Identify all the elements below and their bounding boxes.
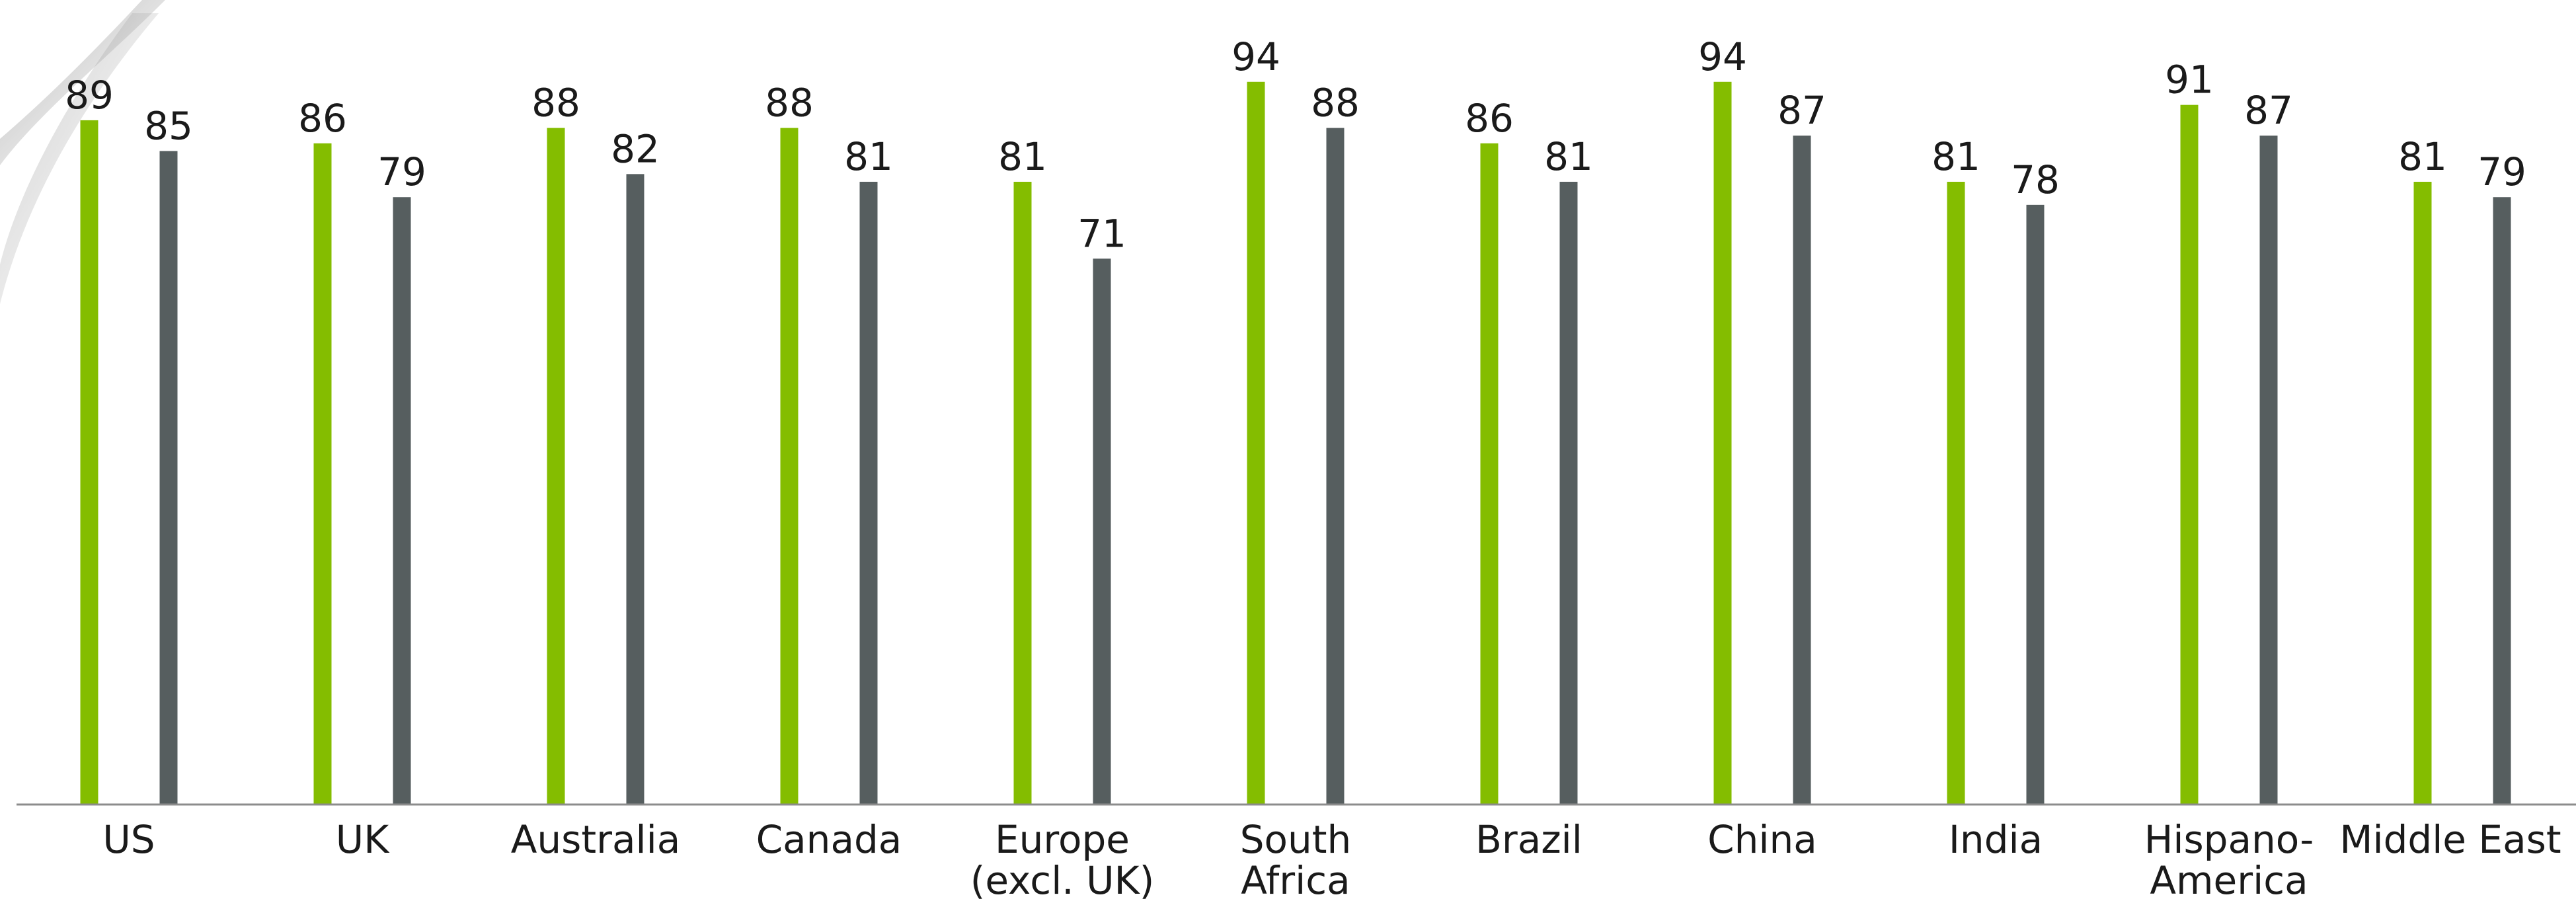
category-label-9-line1: America [2150,858,2308,900]
data-label-grey-8: 78 [2011,157,2060,202]
data-label-grey-7: 87 [1777,88,1826,133]
category-label-9-line0: Hispano- [2144,817,2314,862]
data-label-green-7: 94 [1698,34,1747,79]
bar-green-3 [780,128,799,805]
bar-green-10 [2413,181,2432,805]
category-label-4-line0: Europe [995,817,1130,862]
bar-green-8 [1947,181,1965,805]
data-label-grey-9: 87 [2244,88,2293,133]
data-label-green-4: 81 [998,134,1047,179]
bar-grey-8 [2026,204,2045,805]
data-label-green-2: 88 [531,81,580,126]
data-label-green-1: 86 [298,96,347,141]
data-label-green-5: 94 [1231,34,1280,79]
data-label-green-6: 86 [1465,96,1514,141]
data-label-green-10: 81 [2398,134,2447,179]
value-labels-layer: 89 85 86 79 88 82 88 81 81 71 94 88 86 81 94 87 81 78 91 87… [65,34,2526,256]
category-label-1: UK [336,817,390,862]
bar-grey-9 [2259,136,2278,805]
category-label-6: Brazil [1475,817,1582,862]
bar-grey-1 [393,197,411,805]
category-label-0: US [102,817,155,862]
bar-green-2 [547,128,565,805]
data-label-grey-0: 85 [144,103,193,148]
data-label-green-0: 89 [65,73,114,118]
bars-layer [80,81,2511,805]
bar-green-6 [1480,143,1499,805]
bar-grey-3 [859,181,878,805]
bar-green-5 [1247,81,1265,805]
data-label-grey-4: 71 [1077,211,1126,256]
bar-green-7 [1713,81,1732,805]
category-label-8: India [1949,817,2043,862]
data-label-grey-2: 82 [611,126,660,171]
bar-green-1 [313,143,332,805]
data-label-grey-10: 79 [2478,149,2526,194]
bar-grey-10 [2493,197,2511,805]
data-label-grey-6: 81 [1544,134,1593,179]
bar-grey-5 [1326,128,1345,805]
bar-green-9 [2180,104,2199,805]
data-label-grey-5: 88 [1311,81,1360,126]
data-label-green-3: 88 [765,81,814,126]
category-label-5-line0: South [1240,817,1352,862]
category-label-10: Middle East [2339,817,2561,862]
bar-grey-4 [1093,258,1111,805]
category-labels-layer: US UK Australia Canada Europe(excl. UK) South… [102,817,2561,903]
bar-grey-2 [626,174,644,805]
data-label-green-8: 81 [1932,134,1980,179]
data-label-grey-1: 79 [377,149,426,194]
bar-green-0 [80,120,98,805]
category-label-7: China [1707,817,1817,862]
bar-grey-6 [1559,181,1578,805]
data-label-grey-3: 81 [844,134,893,179]
data-label-green-9: 91 [2165,58,2214,102]
decorative-swoosh-inner [0,13,159,304]
category-label-5-line1: Africa [1241,858,1350,900]
bar-green-4 [1013,181,1032,805]
bar-grey-0 [159,151,178,805]
category-label-4-line1: (excl. UK) [970,858,1155,900]
category-label-3: Canada [756,817,902,862]
category-label-2: Australia [511,817,681,862]
bar-grey-7 [1793,136,1811,805]
